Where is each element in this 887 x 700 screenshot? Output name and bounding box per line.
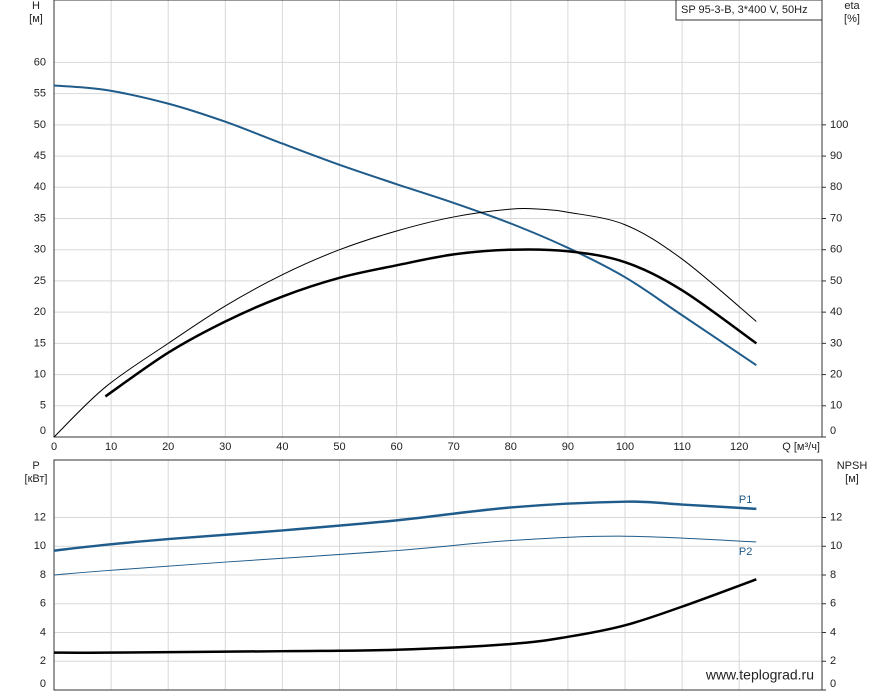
y-axis-unit: [кВт] <box>25 473 48 485</box>
y-tick-label: 15 <box>34 337 46 349</box>
y-tick-label: 10 <box>34 540 46 552</box>
y2-tick-label: 100 <box>830 119 848 131</box>
y-tick-label: 20 <box>34 306 46 318</box>
y2-tick-label: 12 <box>830 511 842 523</box>
series-label: P2 <box>739 546 752 558</box>
y-tick-label: 40 <box>34 181 46 193</box>
curve <box>53 535 757 576</box>
y2-tick-label: 0 <box>830 425 836 437</box>
y2-axis-label: NPSH <box>837 460 868 472</box>
curve <box>53 84 757 367</box>
y2-tick-label: 4 <box>830 626 836 638</box>
y-tick-label: 8 <box>40 569 46 581</box>
y-tick-label: 45 <box>34 150 46 162</box>
y-axis-unit: [м] <box>29 13 43 25</box>
y-tick-label: 5 <box>40 400 46 412</box>
curve <box>104 248 758 398</box>
x-tick-label: 60 <box>390 441 402 453</box>
y2-tick-label: 70 <box>830 212 842 224</box>
y-tick-label: 35 <box>34 212 46 224</box>
y-tick-label: 25 <box>34 275 46 287</box>
y-tick-label: 2 <box>40 655 46 667</box>
y2-axis-unit: [м] <box>845 473 859 485</box>
y-tick-label: 4 <box>40 626 46 638</box>
x-tick-label: 90 <box>562 441 574 453</box>
y2-tick-label: 8 <box>830 569 836 581</box>
x-tick-label: 10 <box>105 441 117 453</box>
curve <box>53 578 757 654</box>
y-axis-label: P <box>32 460 39 472</box>
y-tick-label: 0 <box>40 425 46 437</box>
x-tick-label: 120 <box>730 441 748 453</box>
y-axis-label: H <box>32 0 40 12</box>
y2-tick-label: 0 <box>830 678 836 690</box>
x-tick-label: 0 <box>51 441 57 453</box>
x-tick-label: 70 <box>448 441 460 453</box>
y-tick-label: 30 <box>34 244 46 256</box>
y2-tick-label: 10 <box>830 400 842 412</box>
x-tick-label: 20 <box>162 441 174 453</box>
x-tick-label: 30 <box>219 441 231 453</box>
y-tick-label: 50 <box>34 119 46 131</box>
y2-tick-label: 10 <box>830 540 842 552</box>
y-tick-label: 12 <box>34 511 46 523</box>
y-tick-label: 0 <box>40 678 46 690</box>
title-box <box>675 0 823 21</box>
y2-tick-label: 90 <box>830 150 842 162</box>
y2-tick-label: 80 <box>830 181 842 193</box>
y2-axis-label: eta <box>844 0 860 12</box>
y-tick-label: 6 <box>40 598 46 610</box>
watermark: www.teplograd.ru <box>705 667 814 683</box>
y2-tick-label: 2 <box>830 655 836 667</box>
x-tick-label: 40 <box>276 441 288 453</box>
y2-tick-label: 6 <box>830 598 836 610</box>
chart-title: SP 95-3-B, 3*400 V, 50Hz <box>681 4 808 16</box>
curve <box>53 207 757 438</box>
x-tick-label: 80 <box>505 441 517 453</box>
y2-axis-unit: [%] <box>844 13 860 25</box>
y2-tick-label: 50 <box>830 275 842 287</box>
y2-tick-label: 20 <box>830 368 842 380</box>
x-axis-label: Q [м³/ч] <box>782 441 820 453</box>
series-label: P1 <box>739 494 752 506</box>
y-tick-label: 55 <box>34 88 46 100</box>
y2-tick-label: 40 <box>830 306 842 318</box>
curve <box>53 500 757 552</box>
y2-tick-label: 60 <box>830 244 842 256</box>
y-tick-label: 60 <box>34 56 46 68</box>
x-tick-label: 110 <box>673 441 691 453</box>
y-tick-label: 10 <box>34 368 46 380</box>
y2-tick-label: 30 <box>830 337 842 349</box>
x-tick-label: 100 <box>616 441 634 453</box>
x-tick-label: 50 <box>333 441 345 453</box>
